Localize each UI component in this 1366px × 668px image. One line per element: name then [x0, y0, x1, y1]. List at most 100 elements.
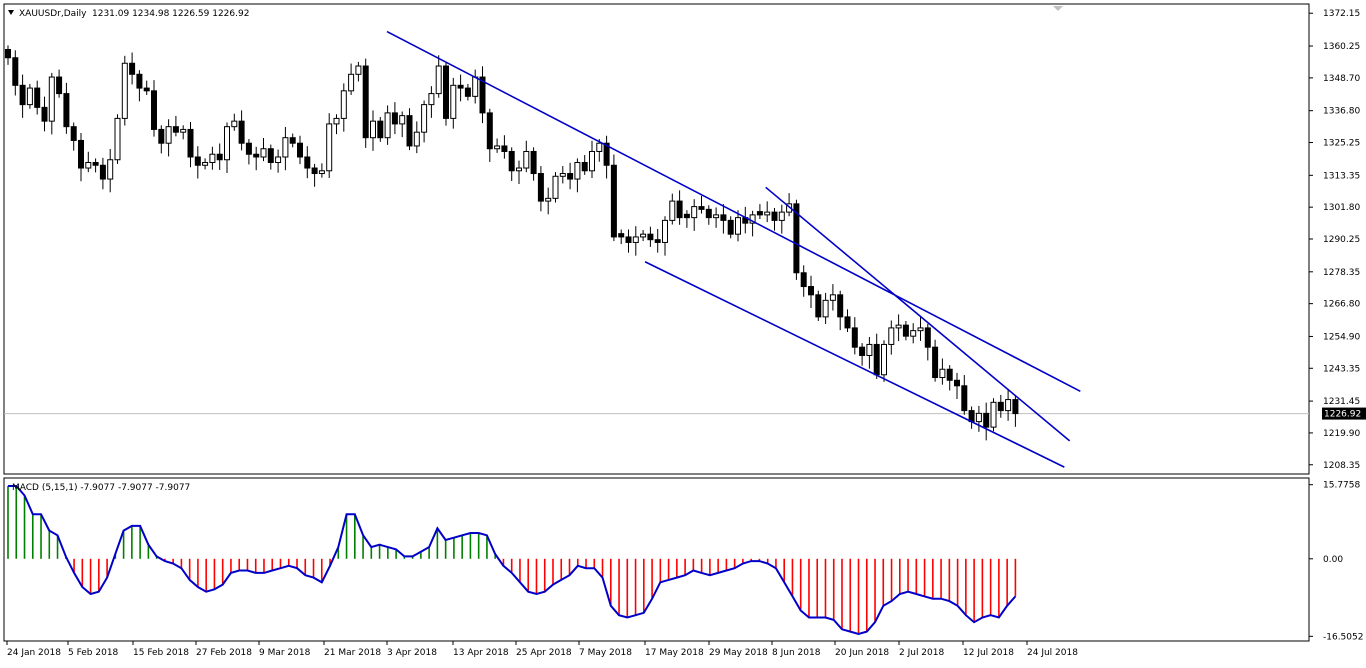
candle: [216, 143, 223, 170]
bull-candle-body: [713, 214, 720, 219]
macd-signal-line: [8, 485, 1017, 636]
candle: [70, 122, 77, 151]
candle: [924, 323, 931, 361]
trendline[interactable]: [644, 261, 1065, 468]
candle: [946, 365, 953, 391]
bear-candle-body: [216, 153, 223, 161]
candle: [881, 340, 887, 382]
time-tick-label: 29 May 2018: [709, 648, 768, 658]
candle: [304, 146, 311, 179]
bear-candle-body: [479, 76, 486, 114]
candle: [494, 138, 501, 153]
bull-candle-body: [370, 120, 376, 139]
candle: [92, 158, 99, 173]
candle: [85, 151, 92, 173]
bear-candle-body: [961, 385, 968, 412]
candle: [362, 58, 369, 148]
candle: [727, 216, 734, 239]
bull-candle-body: [552, 175, 559, 199]
bear-candle-body: [158, 128, 165, 144]
price-tick-label: 1336.80: [1323, 107, 1360, 117]
main-chart-title: XAUUSDr,Daily: [19, 9, 87, 19]
price-tick-label: 1313.35: [1323, 171, 1360, 181]
bull-candle-body: [260, 148, 267, 158]
bull-candle-body: [589, 150, 595, 172]
candle: [245, 139, 252, 165]
candle: [567, 162, 574, 190]
candle: [902, 321, 909, 341]
bull-candle-body: [472, 76, 479, 97]
candle: [866, 336, 873, 369]
trendline[interactable]: [765, 186, 1071, 442]
candle: [34, 80, 41, 115]
price-tick-label: 1208.35: [1323, 461, 1360, 471]
candle: [654, 228, 661, 253]
bull-candle-body: [318, 170, 325, 175]
time-tick-label: 9 Mar 2018: [259, 648, 311, 658]
bear-candle-body: [771, 211, 778, 221]
candle: [713, 207, 720, 228]
candle: [136, 70, 143, 102]
bull-candle-body: [990, 401, 997, 428]
candle: [720, 204, 727, 234]
bull-candle-body: [435, 65, 442, 95]
candle: [705, 205, 712, 225]
bull-candle-body: [450, 84, 457, 119]
bull-candle-body: [48, 76, 55, 122]
bear-candle-body: [143, 87, 150, 92]
bull-candle-body: [764, 211, 771, 216]
bear-candle-body: [99, 164, 106, 180]
price-tick-label: 1254.90: [1323, 332, 1360, 342]
candle: [41, 96, 48, 132]
bull-candle-body: [640, 233, 647, 238]
candle: [202, 158, 209, 170]
bull-candle-body: [326, 123, 333, 172]
main-panel-frame: [3, 3, 1310, 475]
candle: [975, 405, 982, 432]
trendline[interactable]: [386, 30, 1081, 393]
candle: [297, 135, 303, 165]
candle: [289, 133, 296, 148]
candle: [859, 343, 866, 366]
bull-candle-body: [669, 200, 676, 221]
chart-shift-marker[interactable]: [1053, 6, 1063, 11]
candle: [260, 137, 267, 162]
candle: [224, 122, 230, 173]
bear-candle-body: [756, 211, 763, 216]
candle: [370, 110, 376, 151]
candle: [238, 110, 245, 151]
bull-candle-body: [107, 159, 114, 180]
candle: [618, 229, 625, 245]
candle: [683, 210, 690, 228]
bear-candle-body: [267, 148, 274, 164]
candle: [311, 163, 318, 187]
candle: [764, 201, 771, 223]
current-price-tag: [1322, 407, 1366, 420]
time-tick-label: 20 Jun 2018: [835, 648, 889, 658]
bear-candle-body: [311, 167, 318, 175]
candle: [48, 72, 55, 135]
candle: [997, 394, 1004, 418]
candle: [888, 320, 895, 355]
bull-candle-body: [282, 137, 289, 158]
price-tick-label: 1348.70: [1323, 74, 1360, 84]
bull-candle-body: [399, 115, 406, 125]
bull-candle-body: [121, 62, 128, 119]
candle: [479, 66, 486, 124]
bear-candle-body: [136, 73, 143, 89]
time-tick-label: 12 Jul 2018: [963, 648, 1014, 658]
candle: [5, 45, 11, 65]
candle: [932, 339, 939, 382]
bull-candle-body: [180, 128, 187, 133]
bull-candle-body: [917, 327, 924, 332]
chart-menu-arrow[interactable]: [8, 10, 14, 15]
bear-candle-body: [464, 87, 471, 97]
bull-candle-body: [85, 162, 92, 169]
candle: [464, 83, 471, 101]
candle: [596, 139, 603, 162]
candle: [443, 61, 449, 126]
bull-candle-body: [428, 93, 435, 106]
candle: [63, 82, 70, 134]
bear-candle-body: [1012, 399, 1019, 415]
candle: [508, 147, 515, 181]
